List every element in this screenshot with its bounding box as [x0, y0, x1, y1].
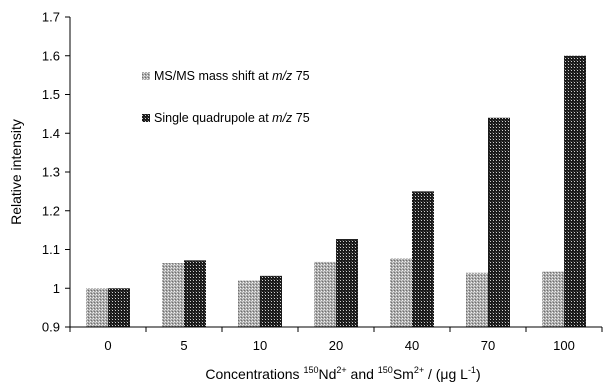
legend-label-quadrupole: Single quadrupole at m/z 75 — [154, 111, 310, 125]
y-tick-label: 1.5 — [42, 87, 60, 102]
bar-quadrupole — [260, 275, 282, 327]
bar-msms — [390, 258, 412, 327]
x-tick-label: 0 — [104, 338, 111, 353]
bars-group — [86, 55, 586, 327]
x-tick-label: 40 — [405, 338, 419, 353]
y-axis-title: Relative intensity — [8, 119, 24, 225]
bar-msms — [238, 280, 260, 327]
y-tick-label: 0.9 — [42, 320, 60, 335]
bar-msms — [314, 261, 336, 327]
x-tick-label: 10 — [253, 338, 267, 353]
bar-quadrupole — [184, 260, 206, 327]
x-tick-label: 70 — [481, 338, 495, 353]
bar-quadrupole — [412, 191, 434, 327]
bar-msms — [162, 263, 184, 327]
y-tick-label: 1.7 — [42, 10, 60, 25]
legend-swatch-msms — [142, 72, 150, 80]
x-axis-title: Concentrations 150Nd2+ and 150Sm2+ / (μg… — [205, 365, 480, 382]
y-tick-label: 1.3 — [42, 165, 60, 180]
bar-msms — [86, 288, 108, 327]
x-tick-label: 5 — [180, 338, 187, 353]
bar-msms — [542, 271, 564, 327]
bar-quadrupole — [336, 239, 358, 327]
bar-quadrupole — [108, 288, 130, 327]
y-tick-label: 1.4 — [42, 126, 60, 141]
y-tick-label: 1.2 — [42, 203, 60, 218]
y-tick-label: 1 — [53, 281, 60, 296]
y-tick-label: 1.6 — [42, 48, 60, 63]
legend: MS/MS mass shift at m/z 75 Single quadru… — [142, 69, 310, 125]
bar-msms — [466, 272, 488, 327]
legend-label-msms: MS/MS mass shift at m/z 75 — [154, 69, 310, 83]
bar-quadrupole — [564, 55, 586, 327]
x-tick-label: 20 — [329, 338, 343, 353]
legend-swatch-quadrupole — [142, 114, 150, 122]
bar-quadrupole — [488, 117, 510, 327]
x-tick-label: 100 — [553, 338, 575, 353]
x-ticks: 0 5 10 20 40 70 100 — [69, 327, 603, 353]
y-ticks: 0.9 1 1.1 1.2 1.3 1.4 1.5 1.6 1.7 — [42, 10, 70, 335]
y-tick-label: 1.1 — [42, 242, 60, 257]
